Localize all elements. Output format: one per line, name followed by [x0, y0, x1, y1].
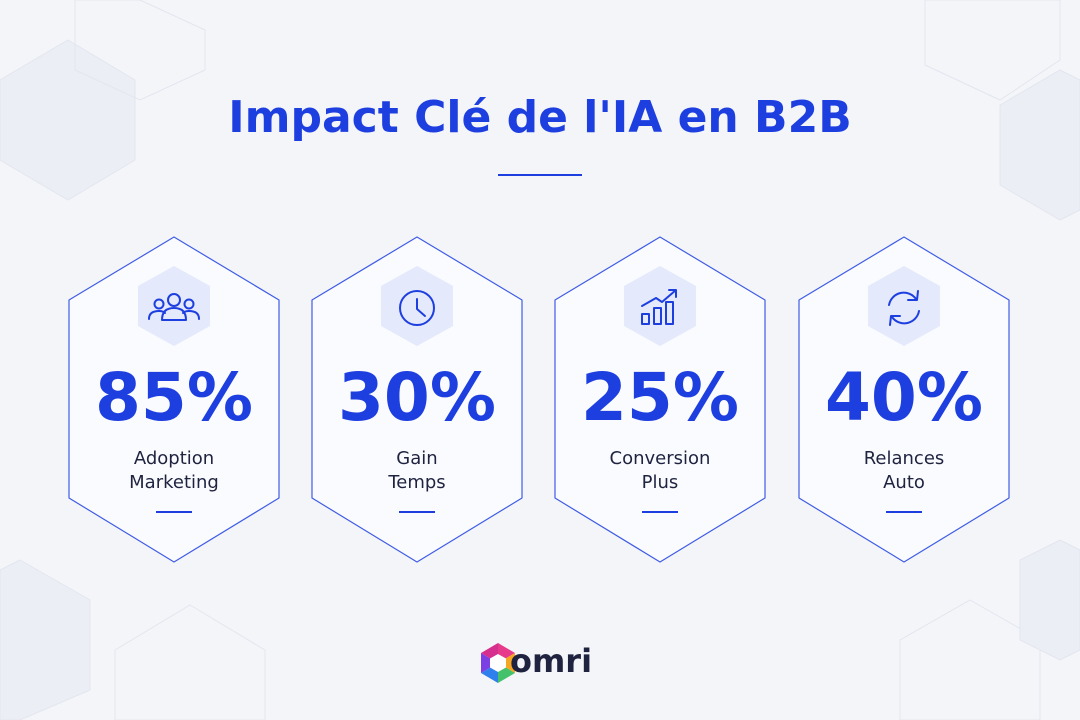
icon-part — [399, 290, 435, 326]
stat-value: 30% — [338, 359, 496, 436]
stat-label: Auto — [883, 472, 925, 493]
stat-label: Conversion — [610, 448, 711, 469]
icon — [641, 289, 677, 325]
brand: omri — [510, 642, 592, 680]
icon-part — [182, 310, 200, 320]
stat-label: Relances — [864, 448, 945, 469]
card-hexagon — [554, 236, 766, 563]
card-hexagon — [798, 236, 1010, 563]
icon-part — [416, 298, 426, 317]
stat-label: Gain — [396, 448, 437, 469]
stat-value: 40% — [825, 359, 983, 436]
icon-part — [665, 301, 674, 325]
stat-card: 40% Relances Auto — [798, 236, 1010, 563]
title: Impact Clé de l'IA en B2B — [228, 92, 852, 143]
stat-label: Marketing — [129, 472, 219, 493]
icon-part — [153, 298, 165, 310]
icon — [888, 290, 920, 326]
stat-card: 25% Conversion Plus — [554, 236, 766, 563]
icon-part — [148, 310, 166, 320]
icon-part — [641, 313, 650, 325]
icon-part — [889, 310, 920, 326]
card-hexagon — [311, 236, 523, 563]
stat-label: Adoption — [134, 448, 214, 469]
icon — [148, 293, 200, 321]
stat-card: 85% Adoption Marketing — [68, 236, 280, 563]
icon-hexagon — [868, 266, 940, 346]
icon-hexagon — [624, 266, 696, 346]
icon — [399, 290, 435, 326]
stat-label: Temps — [387, 472, 445, 493]
stat-value: 85% — [95, 359, 253, 436]
icon-part — [167, 293, 181, 307]
card-hexagon — [68, 236, 280, 563]
icon-part — [641, 289, 677, 307]
stat-card: 30% Gain Temps — [311, 236, 523, 563]
icon-part — [888, 290, 919, 306]
icon-part — [653, 307, 662, 325]
stat-label: Plus — [642, 472, 679, 493]
logo — [481, 643, 515, 683]
stat-value: 25% — [581, 359, 739, 436]
cards: 85% Adoption Marketing 30% Gain Temps 25% Conve… — [68, 236, 1010, 563]
icon-part — [161, 307, 187, 321]
icon-part — [183, 298, 195, 310]
